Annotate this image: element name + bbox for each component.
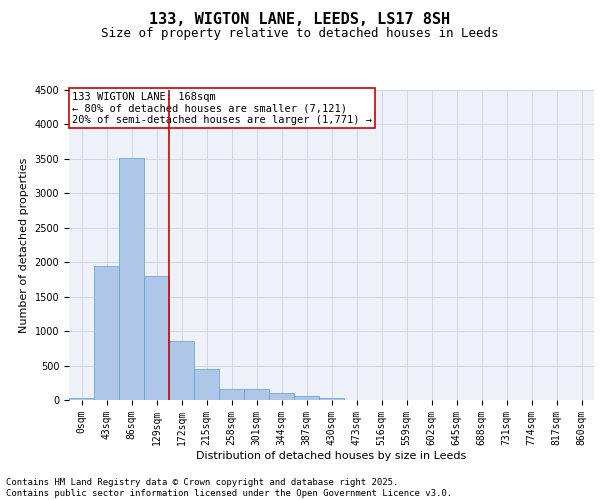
Text: Contains HM Land Registry data © Crown copyright and database right 2025.
Contai: Contains HM Land Registry data © Crown c… — [6, 478, 452, 498]
Bar — [119, 158, 144, 400]
Bar — [294, 396, 319, 400]
Text: 133 WIGTON LANE: 168sqm
← 80% of detached houses are smaller (7,121)
20% of semi: 133 WIGTON LANE: 168sqm ← 80% of detache… — [71, 92, 371, 124]
Bar — [144, 276, 169, 400]
Bar — [94, 266, 119, 400]
Bar — [69, 398, 94, 400]
Bar — [219, 388, 244, 400]
Bar — [169, 342, 194, 400]
X-axis label: Distribution of detached houses by size in Leeds: Distribution of detached houses by size … — [196, 450, 467, 460]
Bar — [194, 369, 219, 400]
Bar — [319, 398, 344, 400]
Text: Size of property relative to detached houses in Leeds: Size of property relative to detached ho… — [101, 28, 499, 40]
Bar — [269, 394, 294, 400]
Text: 133, WIGTON LANE, LEEDS, LS17 8SH: 133, WIGTON LANE, LEEDS, LS17 8SH — [149, 12, 451, 28]
Y-axis label: Number of detached properties: Number of detached properties — [19, 158, 29, 332]
Bar — [244, 390, 269, 400]
